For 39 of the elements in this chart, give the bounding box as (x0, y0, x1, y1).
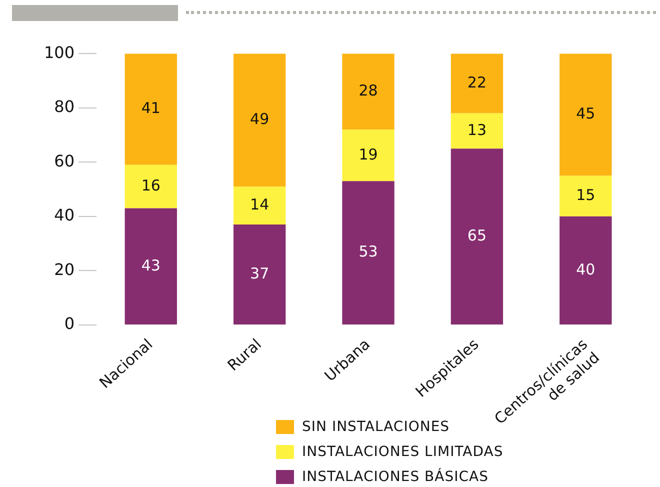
bar (450, 148, 504, 324)
bar (124, 54, 177, 165)
bar (342, 130, 394, 182)
data-label: 45 (576, 104, 596, 123)
data-label: 43 (141, 256, 160, 274)
y-tick-label: 80 (54, 97, 75, 116)
bar (124, 208, 177, 324)
data-label: 19 (358, 145, 378, 164)
legend-label: INSTALACIONES LIMITADAS (302, 444, 504, 460)
bar (233, 224, 286, 324)
data-label: 65 (467, 226, 487, 244)
bar (560, 216, 612, 324)
data-label: 40 (576, 260, 596, 278)
bar (233, 54, 286, 187)
y-tick-label: 40 (54, 206, 75, 225)
y-tick-label: 20 (54, 260, 75, 279)
data-label: 37 (250, 264, 270, 282)
data-label: 28 (358, 81, 378, 100)
y-tick-label: 100 (44, 42, 75, 62)
y-tick-label: 0 (64, 314, 75, 334)
data-label: 22 (467, 73, 487, 92)
data-label: 13 (467, 120, 487, 139)
data-label: 16 (141, 176, 160, 194)
bar (124, 164, 177, 208)
bar (450, 113, 504, 149)
bar (342, 181, 394, 324)
data-label: 41 (141, 99, 160, 118)
legend-label: SIN INSTALACIONES (302, 418, 450, 434)
data-label: 14 (250, 195, 270, 214)
data-label: 53 (358, 242, 378, 261)
bar (560, 54, 612, 176)
bar (342, 54, 394, 130)
legend-label: INSTALACIONES BÁSICAS (302, 468, 488, 484)
bar (450, 54, 504, 114)
y-tick-label: 60 (54, 151, 75, 170)
data-label: 49 (250, 110, 270, 128)
bar (560, 176, 612, 216)
bar (233, 186, 286, 225)
data-label: 15 (576, 186, 596, 204)
